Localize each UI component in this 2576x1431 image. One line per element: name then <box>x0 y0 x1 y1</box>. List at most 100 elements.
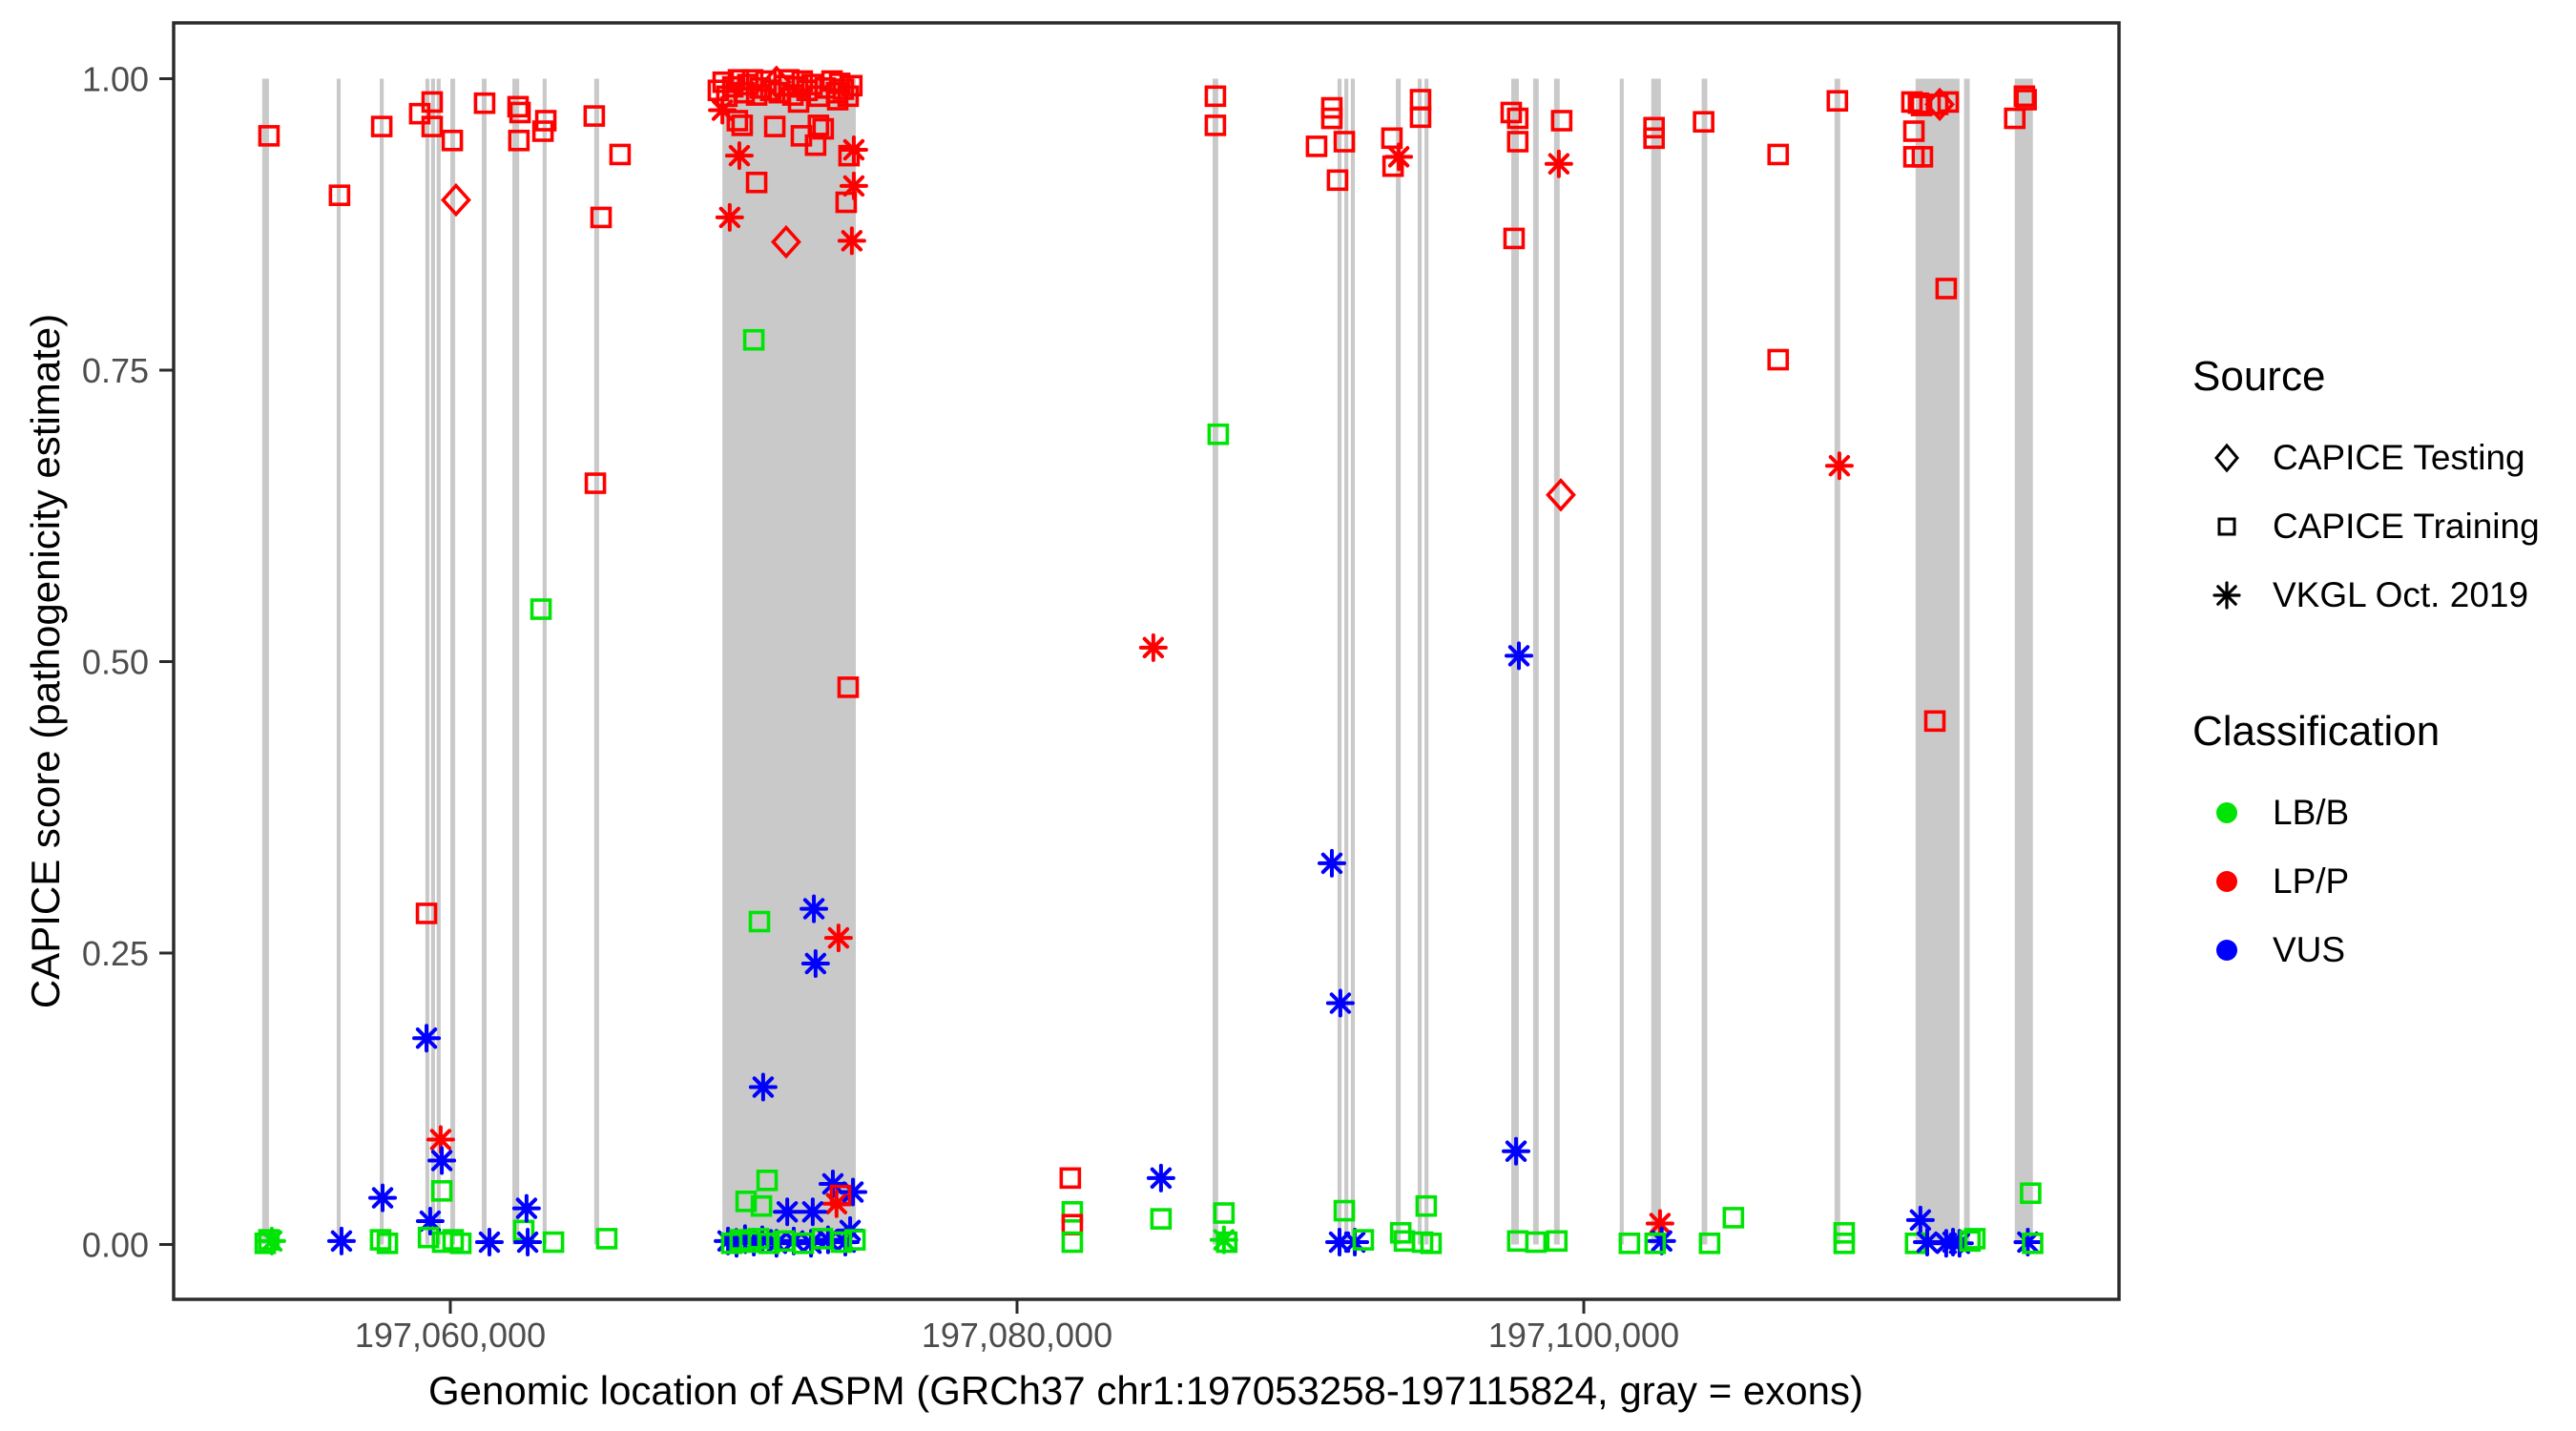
legend-classification-title: Classification <box>2192 708 2441 755</box>
data-point-square <box>1381 155 1404 177</box>
y-tick-label: 0.00 <box>82 1226 149 1265</box>
data-point-square <box>583 105 606 127</box>
legend-item-label: VUS <box>2273 930 2346 969</box>
legend-item-capice-training: CAPICE Training <box>2192 492 2574 561</box>
data-point-square <box>258 125 280 147</box>
y-axis-title: CAPICE score (pathogenicity estimate) <box>23 313 68 1009</box>
data-point-square <box>1381 127 1403 150</box>
data-point-asterisk <box>1824 451 1854 481</box>
exon-bar <box>512 78 520 1245</box>
data-point-square <box>835 191 858 214</box>
data-point-square <box>830 1231 853 1254</box>
data-point-asterisk <box>773 1197 802 1227</box>
data-point-square <box>1937 91 1960 114</box>
data-point-square <box>1059 1167 1082 1190</box>
data-point-asterisk <box>1544 149 1573 178</box>
exon-bar <box>1344 78 1349 1245</box>
exon-bar <box>1963 78 1970 1245</box>
exon-bar <box>1619 78 1624 1245</box>
exon-bar <box>1915 78 1960 1245</box>
data-point-asterisk <box>839 135 868 165</box>
data-point-square <box>609 143 632 166</box>
data-point-square <box>595 1228 618 1250</box>
data-point-asterisk <box>818 1169 847 1198</box>
exon-bar <box>1417 78 1423 1245</box>
data-point-square <box>750 1194 773 1217</box>
data-point-asterisk <box>1502 1136 1531 1166</box>
data-point-square <box>1935 278 1958 300</box>
data-point-square <box>2022 1232 2044 1255</box>
data-point-square <box>1693 111 1714 134</box>
data-point-asterisk <box>813 1225 842 1255</box>
data-point-square <box>1959 1230 1982 1253</box>
exon-bar <box>425 78 430 1245</box>
data-point-asterisk <box>839 1177 868 1207</box>
data-point-asterisk <box>368 1183 398 1213</box>
data-point-asterisk <box>1645 1209 1674 1238</box>
data-point-asterisk <box>748 1072 778 1102</box>
data-point-asterisk <box>1325 1228 1354 1257</box>
data-point-square <box>584 472 607 494</box>
data-point-square <box>1150 1208 1173 1230</box>
data-point-square <box>2020 1182 2042 1205</box>
data-point-square <box>787 91 810 114</box>
x-axis-title: Genomic location of ASPM (GRCh37 chr1:19… <box>428 1368 1863 1413</box>
data-point-square <box>421 115 444 137</box>
exon-bar <box>436 78 441 1245</box>
legend-source-title: Source <box>2192 353 2326 400</box>
data-point-diamond <box>441 182 471 218</box>
data-point-square <box>1061 1231 1084 1254</box>
data-point-square <box>1352 1229 1375 1251</box>
data-point-square <box>1213 1202 1236 1224</box>
data-point-square <box>837 676 860 698</box>
data-point-square <box>1963 1228 1986 1250</box>
exon-bar <box>1651 78 1661 1245</box>
data-point-square <box>1061 1213 1084 1236</box>
data-point-square <box>441 129 464 152</box>
exon-bar <box>1834 78 1840 1245</box>
legend-item-label: VKGL Oct. 2019 <box>2273 575 2529 614</box>
data-point-square <box>1215 1231 1238 1254</box>
data-point-asterisk <box>823 923 853 953</box>
data-point-square <box>800 73 823 95</box>
y-tick-label: 1.00 <box>82 60 149 99</box>
blue-dot-icon <box>2216 940 2237 961</box>
data-point-asterisk <box>708 95 737 125</box>
data-point-square <box>1204 85 1227 108</box>
data-point-square <box>1698 1232 1721 1255</box>
data-point-square <box>1722 1207 1745 1229</box>
data-point-asterisk <box>721 1229 751 1258</box>
data-point-square <box>731 114 754 136</box>
data-point-square <box>507 95 530 118</box>
data-point-square <box>1833 1232 1856 1255</box>
data-point-square <box>826 89 849 111</box>
diamond-icon <box>2214 443 2239 473</box>
data-point-asterisk <box>715 202 744 232</box>
x-tick-label: 197,060,000 <box>355 1316 546 1355</box>
legend-item-capice-testing: CAPICE Testing <box>2192 424 2574 492</box>
data-point-square <box>1500 101 1523 124</box>
data-point-square <box>756 1169 779 1192</box>
data-point-square <box>726 110 749 132</box>
asterisk-icon <box>2212 581 2241 610</box>
exon-bar <box>1553 78 1560 1245</box>
data-point-square <box>742 328 765 351</box>
legend-item-label: LB/B <box>2273 793 2350 832</box>
legend-item-lbb: LB/B <box>2192 778 2574 847</box>
data-point-square <box>1826 90 1849 113</box>
data-point-square <box>1420 1232 1443 1255</box>
exon-bar <box>1337 78 1342 1245</box>
data-point-asterisk <box>474 1228 504 1257</box>
data-point-square <box>1525 1231 1548 1254</box>
data-point-square <box>1061 1200 1084 1223</box>
exon-bar <box>593 78 599 1245</box>
data-point-square <box>542 1231 565 1254</box>
exon-bar <box>1532 78 1539 1245</box>
data-point-square <box>1333 1199 1356 1222</box>
data-point-square <box>2004 107 2026 130</box>
data-point-asterisk <box>1912 1228 1942 1257</box>
y-tick-label: 0.75 <box>82 351 149 390</box>
data-point-asterisk <box>326 1226 356 1255</box>
